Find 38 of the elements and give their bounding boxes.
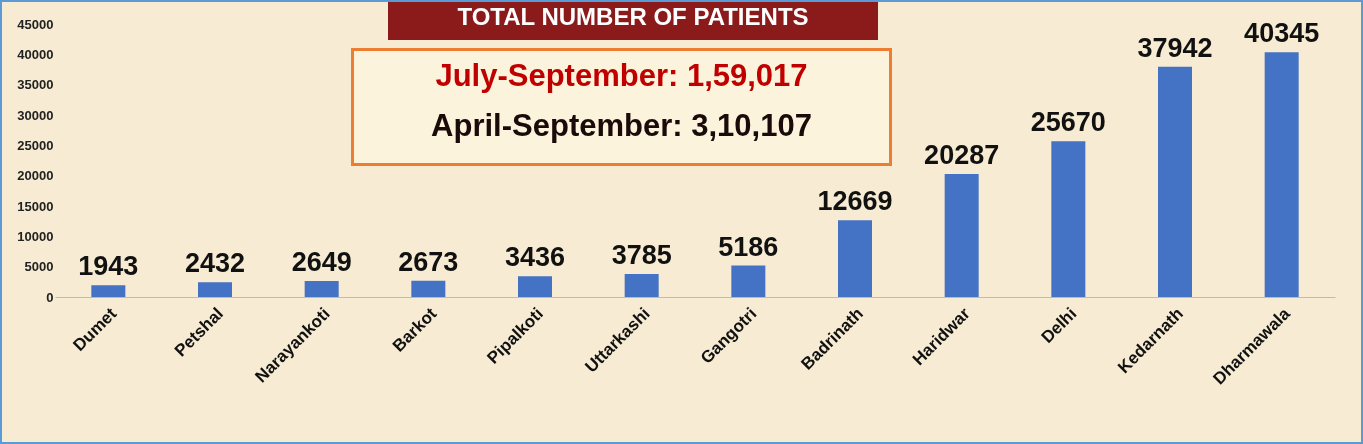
- y-tick-label: 5000: [24, 259, 54, 275]
- bar: [731, 265, 766, 297]
- bar: [411, 280, 446, 297]
- data-label: 37942: [1137, 32, 1213, 63]
- y-tick-label: 15000: [17, 198, 54, 214]
- data-label: 40345: [1244, 18, 1320, 49]
- data-label: 25670: [1030, 107, 1106, 138]
- data-label: 3436: [504, 242, 566, 273]
- annotation: April-September: 3,10,107: [430, 107, 813, 145]
- annotation: July-September: 1,59,017: [434, 57, 809, 95]
- data-label: 5186: [718, 231, 779, 262]
- data-label: 2673: [398, 246, 459, 277]
- data-label: 12669: [817, 186, 893, 217]
- data-label: 2649: [291, 246, 352, 277]
- data-label: 3785: [611, 240, 672, 271]
- bar: [838, 220, 872, 297]
- y-tick-label: 40000: [17, 46, 54, 62]
- summary-box: July-September: 1,59,017 April-September: 3,10,107: [351, 48, 892, 166]
- y-tick-label: 20000: [17, 168, 54, 184]
- bar: [198, 282, 232, 297]
- bar: [944, 173, 979, 297]
- y-tick-label: 10000: [17, 228, 54, 244]
- y-tick-label: 25000: [17, 137, 54, 153]
- y-tick-label: 0: [46, 289, 54, 305]
- bar: [91, 285, 126, 297]
- title-banner: TOTAL NUMBER OF PATIENTS: [388, 2, 878, 40]
- data-label: 2432: [184, 248, 246, 279]
- y-tick-label: 35000: [17, 77, 54, 93]
- bar: [1158, 66, 1192, 297]
- data-label: 1943: [78, 251, 139, 282]
- y-tick-label: 45000: [17, 16, 54, 32]
- bar: [624, 274, 659, 297]
- data-label: 20287: [924, 139, 1000, 170]
- bar: [1264, 52, 1299, 297]
- bar: [1051, 141, 1086, 297]
- y-tick-label: 30000: [17, 107, 54, 123]
- bar: [518, 276, 552, 297]
- bar: [304, 280, 339, 297]
